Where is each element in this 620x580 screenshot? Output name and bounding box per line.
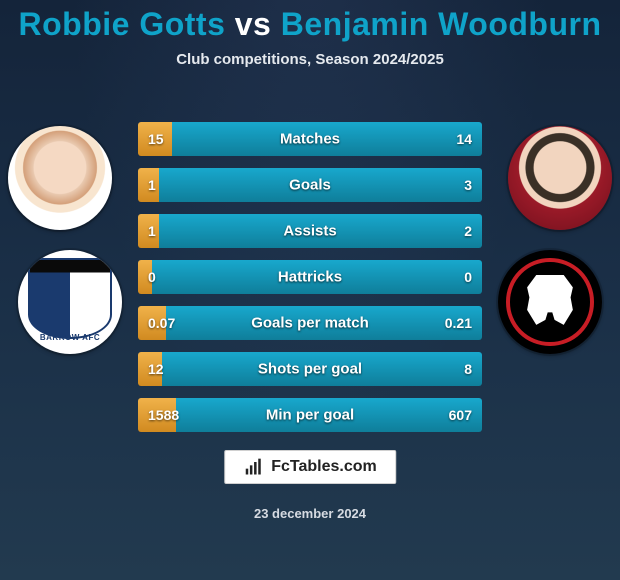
title-player2: Benjamin Woodburn: [281, 6, 602, 42]
page-title: Robbie Gotts vs Benjamin Woodburn: [0, 0, 620, 43]
stat-value-right: 0: [464, 269, 472, 285]
stat-bar-right: [172, 122, 482, 156]
stat-value-left: 1588: [148, 407, 179, 423]
subtitle: Club competitions, Season 2024/2025: [0, 51, 620, 68]
stat-value-right: 14: [456, 131, 472, 147]
stat-value-right: 607: [449, 407, 472, 423]
stat-bar-right: [166, 306, 482, 340]
footer-date: 23 december 2024: [0, 506, 620, 521]
salford-crest-icon: [498, 250, 602, 354]
player1-avatar: [8, 126, 112, 230]
stat-value-left: 1: [148, 223, 156, 239]
stat-value-left: 12: [148, 361, 164, 377]
stat-row: 128Shots per goal: [138, 352, 482, 386]
stat-value-right: 0.21: [445, 315, 472, 331]
stat-value-right: 2: [464, 223, 472, 239]
stats-list: 1514Matches13Goals12Assists00Hattricks0.…: [138, 122, 482, 432]
stat-bar-right: [159, 168, 482, 202]
stat-bar-right: [176, 398, 482, 432]
stat-row: 00Hattricks: [138, 260, 482, 294]
stat-value-left: 0.07: [148, 315, 175, 331]
stat-value-right: 3: [464, 177, 472, 193]
comparison-card: { "header": { "title_prefix": "Robbie Go…: [0, 0, 620, 580]
stat-row: 1514Matches: [138, 122, 482, 156]
brand-text: FcTables.com: [271, 458, 377, 476]
brand-badge: FcTables.com: [224, 450, 396, 484]
title-vs: vs: [235, 6, 272, 42]
stat-row: 13Goals: [138, 168, 482, 202]
player1-club-crest: [18, 250, 122, 354]
barrow-crest-icon: [18, 250, 122, 354]
stat-bar-right: [152, 260, 482, 294]
stat-bar-right: [159, 214, 482, 248]
stat-value-left: 1: [148, 177, 156, 193]
title-player1: Robbie Gotts: [18, 6, 225, 42]
stat-value-left: 15: [148, 131, 164, 147]
stat-value-right: 8: [464, 361, 472, 377]
stat-bar-right: [162, 352, 482, 386]
player2-club-crest: [498, 250, 602, 354]
stat-row: 0.070.21Goals per match: [138, 306, 482, 340]
stat-row: 12Assists: [138, 214, 482, 248]
stat-row: 1588607Min per goal: [138, 398, 482, 432]
stat-value-left: 0: [148, 269, 156, 285]
chart-icon: [243, 457, 263, 477]
player2-avatar: [508, 126, 612, 230]
